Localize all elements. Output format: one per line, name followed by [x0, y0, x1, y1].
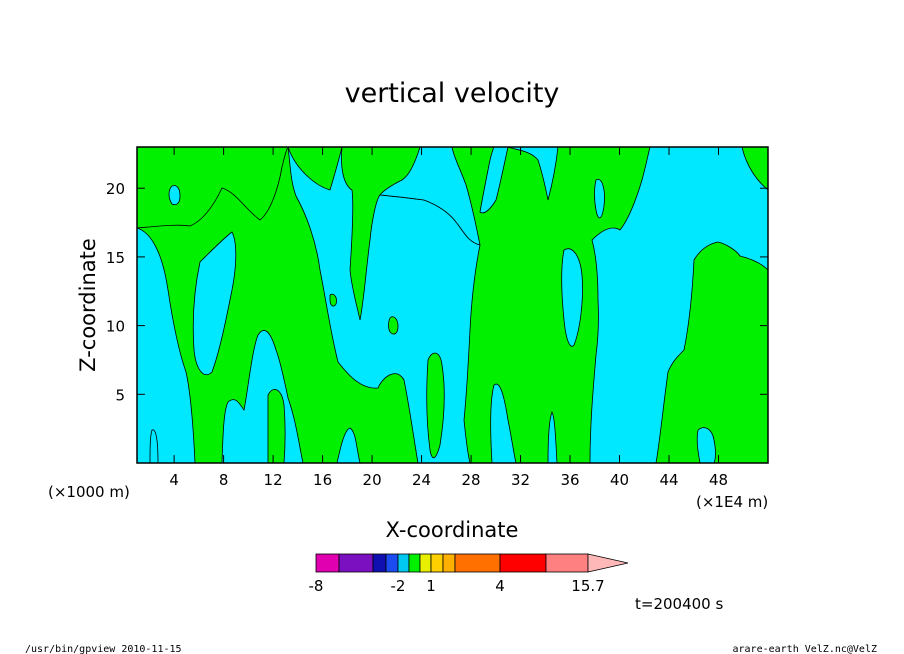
y-axis-label: Z-coordinate [76, 238, 100, 372]
colorbar-label: -2 [391, 577, 406, 595]
downdraft-pocket [379, 147, 481, 246]
downdraft-pocket [561, 248, 583, 347]
colorbar-label: 1 [426, 577, 436, 595]
colorbar-swatch [338, 553, 374, 573]
colorbar-swatch [397, 553, 410, 573]
contour-field [137, 147, 768, 463]
y-axis-unit: (×1000 m) [48, 483, 130, 501]
colorbar-swatch [408, 553, 421, 573]
colorbar [315, 553, 629, 573]
updraft-region [267, 388, 286, 463]
plot-frame [136, 146, 769, 464]
colorbar-swatch [454, 553, 501, 573]
x-tick-label: 44 [659, 471, 678, 489]
colorbar-swatch [372, 553, 387, 573]
chart-title: vertical velocity [345, 78, 560, 109]
updraft-region [655, 241, 768, 463]
colorbar-labels: -8 -2 1 4 15.7 [309, 577, 605, 595]
colorbar-swatch [430, 553, 444, 573]
colorbar-label: 4 [495, 577, 505, 595]
x-tick-label: 28 [462, 471, 481, 489]
x-tick-label: 20 [363, 471, 382, 489]
y-tick-label: 20 [106, 180, 125, 198]
updraft-region [287, 147, 343, 191]
footer-data-source: arare-earth_VelZ.nc@VelZ [733, 644, 878, 654]
updraft-region [426, 352, 445, 459]
x-tick-label: 40 [610, 471, 629, 489]
updraft-region [341, 147, 651, 463]
footer-program-date: /usr/bin/gpview 2010-11-15 [25, 644, 182, 654]
colorbar-swatch [442, 553, 456, 573]
x-tick-label: 24 [412, 471, 431, 489]
x-tick-label: 16 [313, 471, 332, 489]
x-tick-label: 48 [709, 471, 728, 489]
updraft-region [137, 147, 419, 463]
updraft-region [741, 147, 768, 191]
colorbar-label: -8 [309, 577, 324, 595]
colorbar-swatch [315, 553, 340, 573]
x-tick-label: 8 [219, 471, 229, 489]
colorbar-swatch [545, 553, 589, 573]
updraft-region [329, 293, 337, 307]
downdraft-pocket [696, 427, 716, 463]
colorbar-swatch [499, 553, 547, 573]
y-tick-label: 15 [106, 249, 125, 267]
downdraft-pocket [594, 178, 605, 219]
colorbar-extension [587, 553, 629, 573]
downdraft-pocket [168, 185, 181, 206]
x-axis-ticks: 4 8 12 16 20 24 28 32 36 40 44 48 [169, 147, 728, 489]
x-tick-label: 36 [560, 471, 579, 489]
downdraft-pocket [149, 429, 159, 463]
y-axis-ticks: 5 10 15 20 [106, 180, 768, 404]
updraft-region [137, 147, 289, 229]
x-axis-label: X-coordinate [386, 518, 519, 542]
x-tick-label: 32 [511, 471, 530, 489]
updraft-region [388, 316, 399, 335]
x-tick-label: 4 [169, 471, 179, 489]
time-label: t=200400 s [635, 595, 723, 613]
colorbar-label: 15.7 [571, 577, 604, 595]
colorbar-swatch [419, 553, 432, 573]
downdraft-pocket [479, 147, 509, 214]
x-tick-label: 12 [264, 471, 283, 489]
y-tick-label: 10 [106, 318, 125, 336]
colorbar-swatch [385, 553, 399, 573]
y-tick-label: 5 [115, 386, 125, 404]
x-axis-unit: (×1E4 m) [696, 493, 768, 511]
downdraft-pocket [192, 231, 237, 376]
